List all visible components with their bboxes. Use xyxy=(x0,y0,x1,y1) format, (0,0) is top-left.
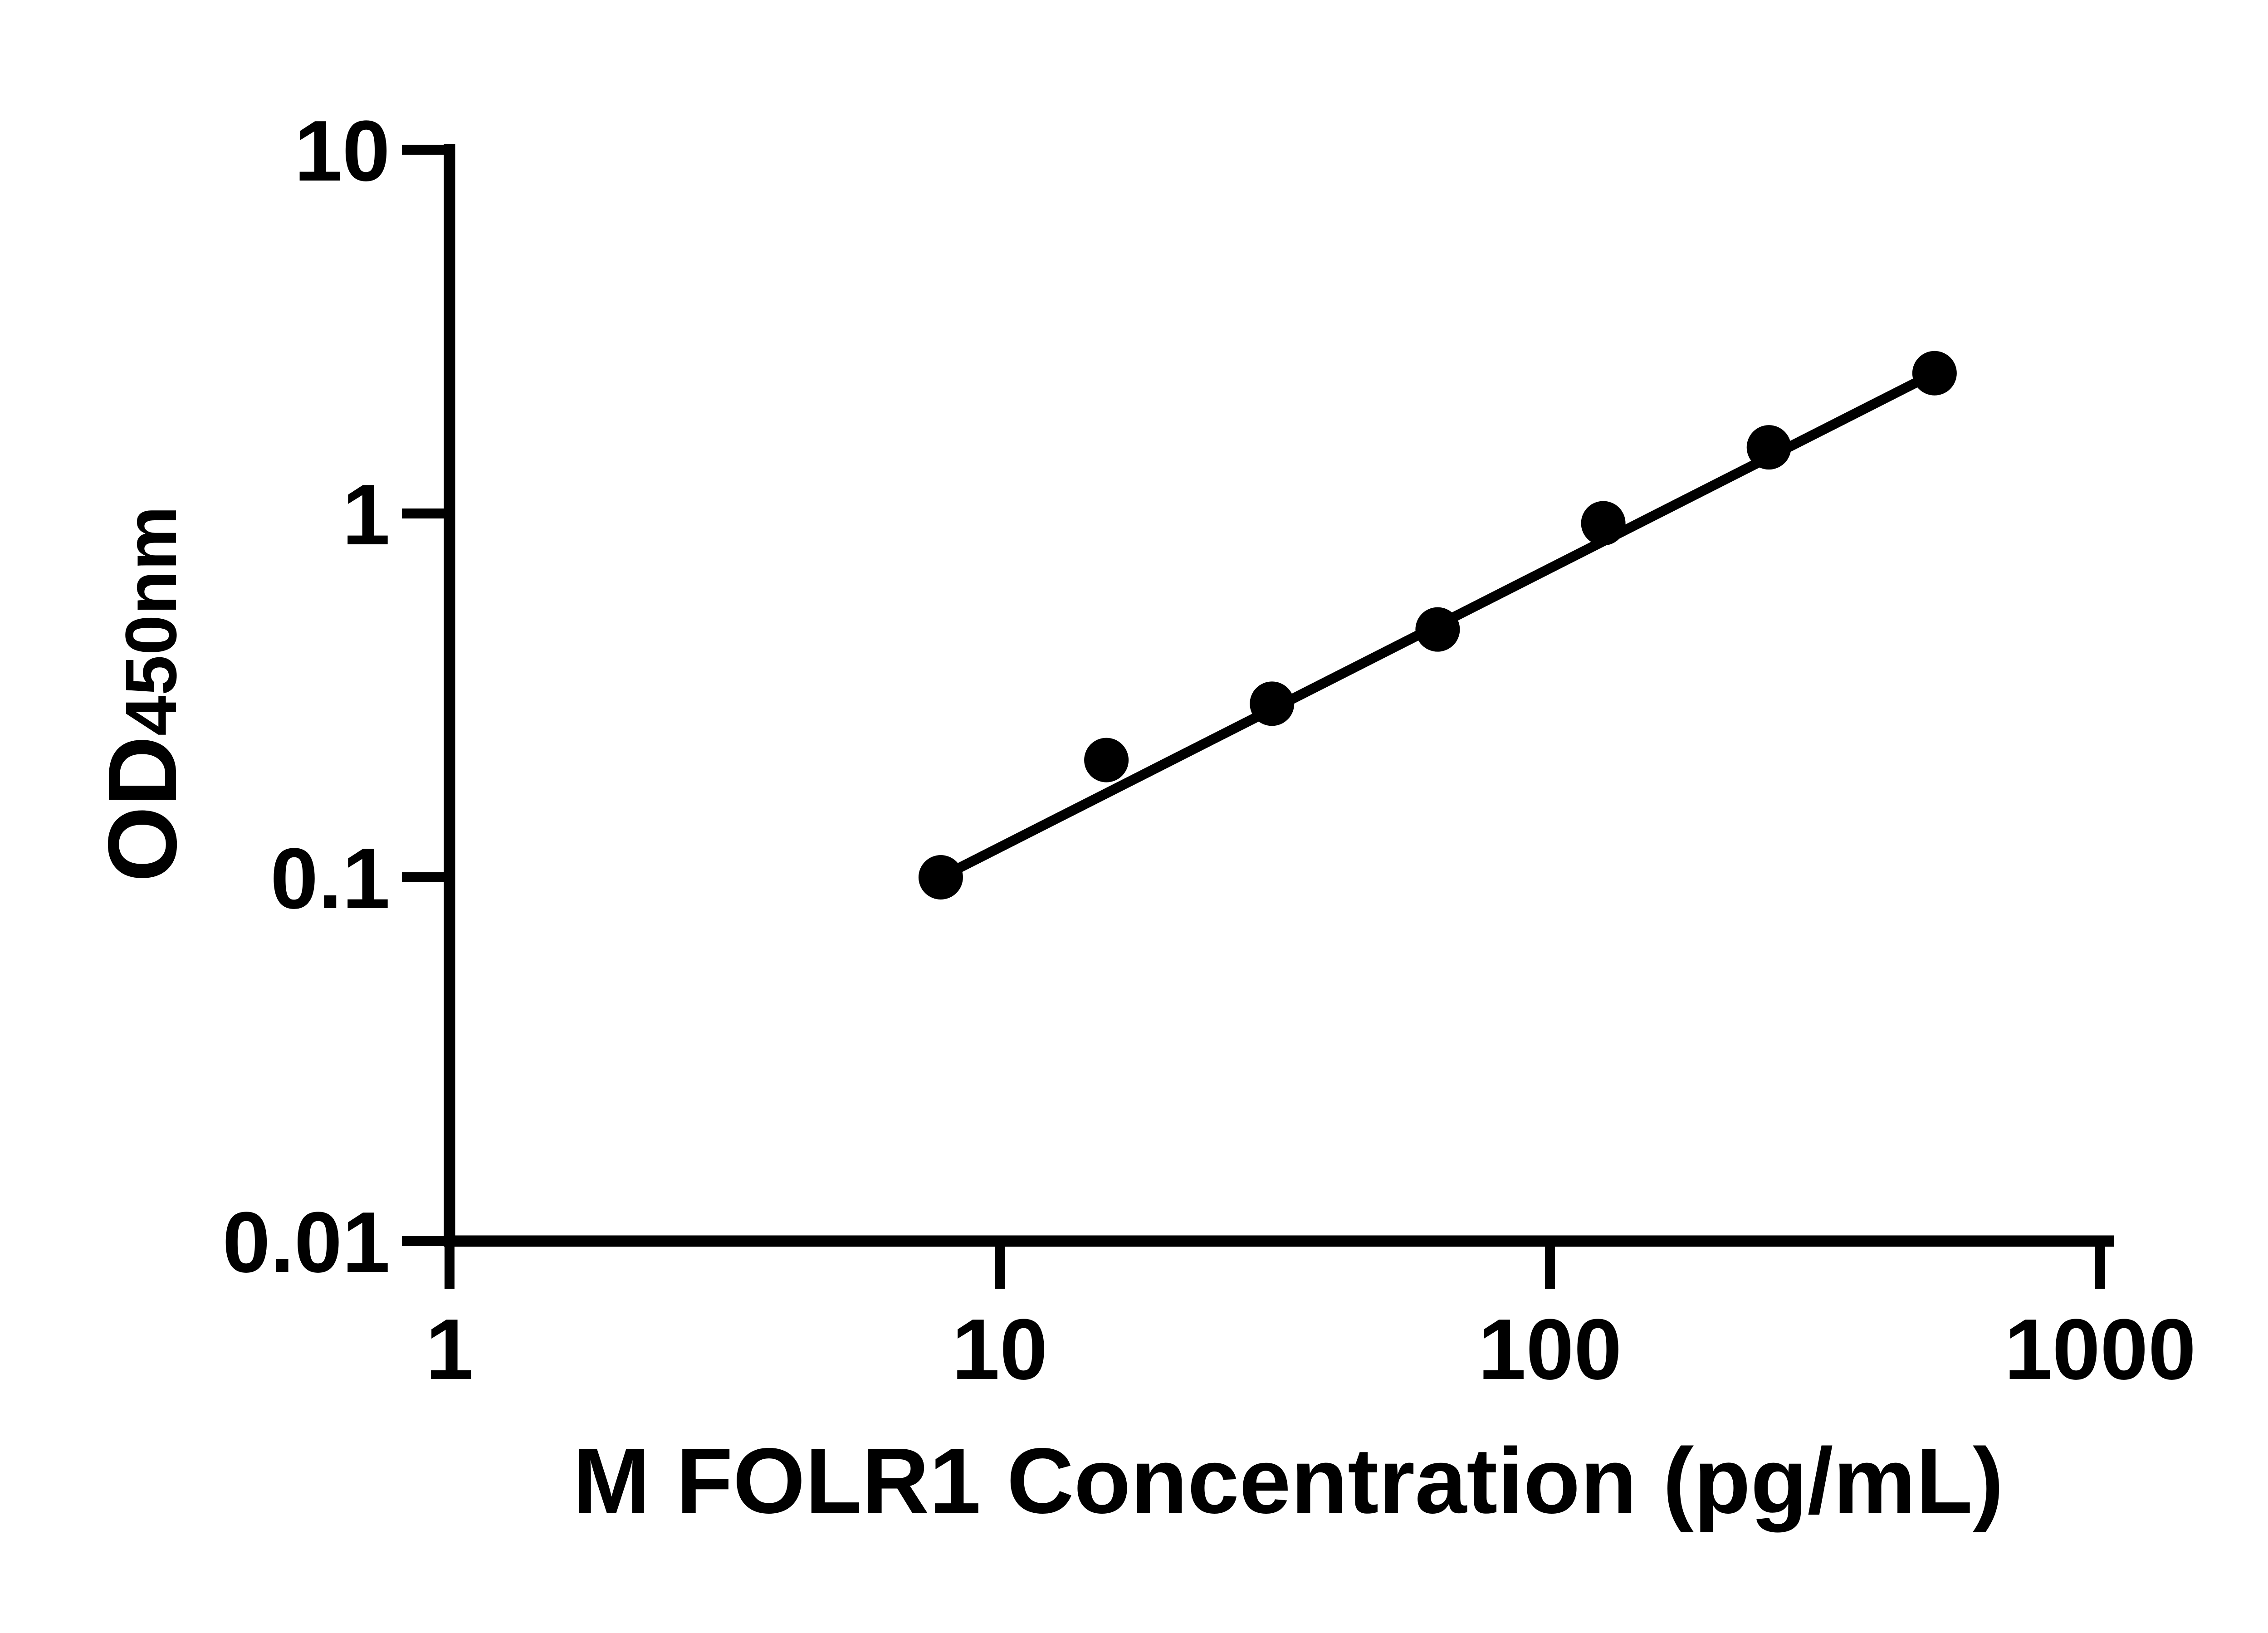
data-point xyxy=(1250,681,1295,726)
y-tick-label: 1 xyxy=(342,467,390,563)
y-tick-label: 10 xyxy=(294,103,390,199)
data-point xyxy=(1746,425,1791,470)
chart-marks: 10 1 0.1 0.01 1 10 100 1000 xyxy=(222,103,2196,1398)
x-tick-label: 10 xyxy=(952,1301,1047,1398)
data-point xyxy=(1581,501,1626,546)
y-tick-label: 0.1 xyxy=(270,831,390,927)
y-axis-title-main: OD xyxy=(88,736,197,882)
data-point xyxy=(1084,738,1129,782)
x-axis-title: M FOLR1 Concentration (pg/mL) xyxy=(573,1429,2004,1533)
data-point xyxy=(1912,351,1957,396)
x-tick-label: 1 xyxy=(425,1301,474,1398)
y-axis-title: OD450nm xyxy=(88,506,197,882)
y-tick-label: 0.01 xyxy=(222,1194,390,1291)
y-axis-title-sub: 450nm xyxy=(110,506,191,736)
data-point xyxy=(1415,607,1460,652)
x-tick-label: 100 xyxy=(1478,1301,1622,1398)
data-point xyxy=(918,855,963,900)
x-tick-label: 1000 xyxy=(2004,1301,2196,1398)
